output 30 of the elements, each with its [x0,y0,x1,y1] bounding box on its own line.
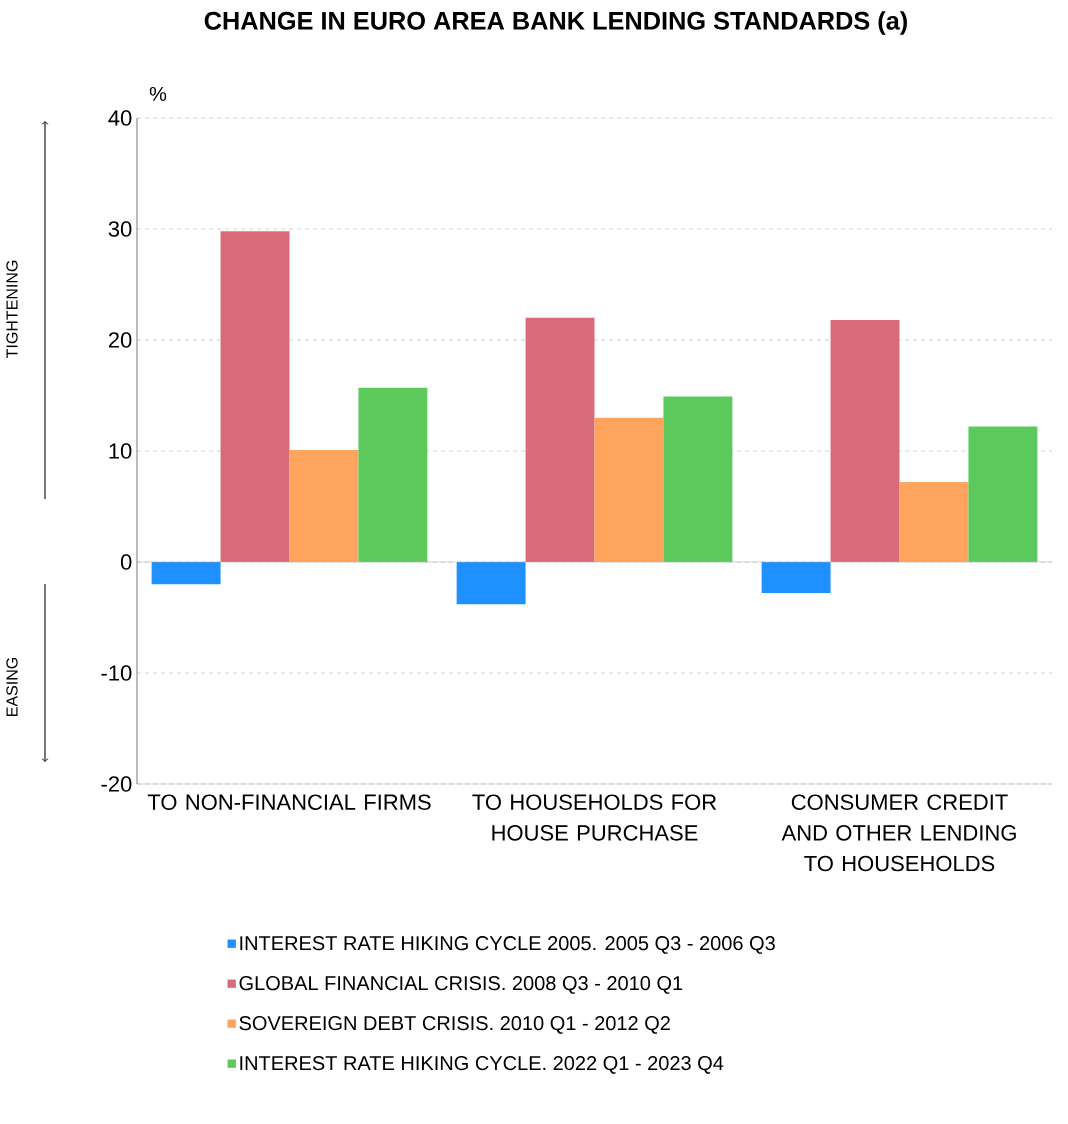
y-tick-label: -10 [101,665,132,681]
x-tick-label: TO HOUSEHOLDS FOR HOUSE PURCHASE [472,794,717,841]
bar [830,320,900,562]
text: % [149,87,167,101]
legend-label: INTEREST RATE HIKING CYCLE 2005. 2005 Q3 - 2006 Q3 [240,936,775,954]
chart-title: CHANGE IN EURO AREA BANK LENDING STANDARDS (a) [204,11,907,35]
legend-label: INTEREST RATE HIKING CYCLE. 2022 Q1 - 2023 Q4 [240,1056,724,1074]
x-tick-label: CONSUMER CREDIT AND OTHER LENDING TO HOUSEHOLDS [781,794,1016,872]
bar [899,482,969,562]
legend-label: SOVEREIGN DEBT CRISIS. 2010 Q1 - 2012 Q2 [239,1016,670,1034]
bar [663,396,733,562]
y-tick-label: 0 [120,554,132,570]
bar [594,417,664,562]
y-tick-label: -20 [101,776,132,792]
bar [151,562,221,585]
text: TIGHTENING [6,260,18,358]
bar [456,562,526,605]
x-tick-label: TO NON-FINANCIAL FIRMS [147,794,431,810]
bar [761,562,831,594]
y-tick-label: 10 [109,443,132,459]
legend-label: GLOBAL FINANCIAL CRISIS. 2008 Q3 - 2010 Q1 [239,976,683,994]
y-tick-label: 30 [108,221,132,237]
bar [525,317,595,562]
bar [220,231,290,562]
text: EASING [6,657,18,716]
bar [358,387,428,562]
bar [289,449,359,562]
y-tick-label: 20 [108,332,132,348]
bar [968,426,1038,562]
y-tick-label: 40 [108,110,132,126]
